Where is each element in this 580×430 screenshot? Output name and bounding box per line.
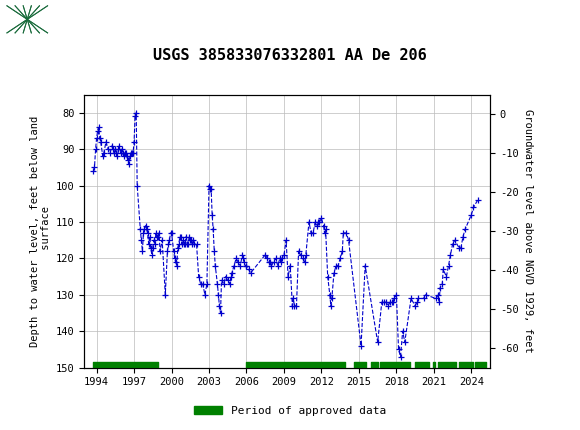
Legend: Period of approved data: Period of approved data	[190, 401, 390, 420]
Y-axis label: Depth to water level, feet below land
 surface: Depth to water level, feet below land su…	[30, 116, 52, 347]
Bar	[7, 6, 48, 33]
Text: USGS: USGS	[56, 10, 111, 28]
Y-axis label: Groundwater level above NGVD 1929, feet: Groundwater level above NGVD 1929, feet	[523, 109, 533, 353]
Text: USGS 385833076332801 AA De 206: USGS 385833076332801 AA De 206	[153, 49, 427, 63]
